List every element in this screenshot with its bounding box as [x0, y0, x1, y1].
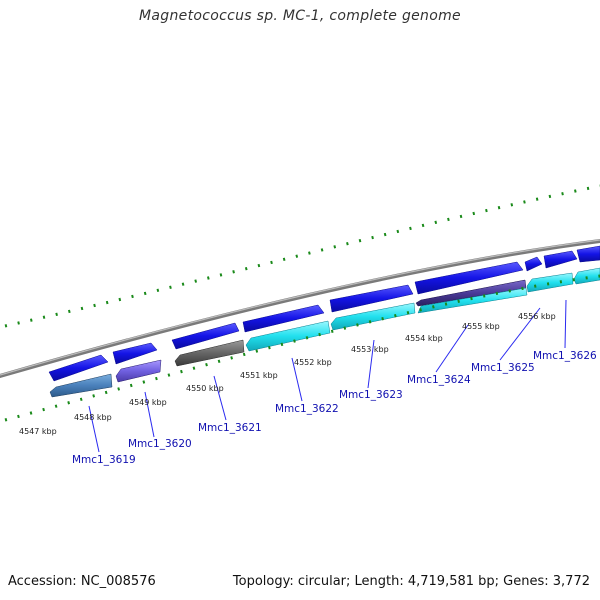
forward-gene-arrow[interactable]: [48, 354, 109, 382]
genome-backbone-highlight: [0, 239, 600, 376]
map-title: Magnetococcus sp. MC-1, complete genome: [139, 8, 461, 24]
kbp-label: 4550 kbp: [186, 384, 224, 393]
kbp-label: 4552 kbp: [294, 358, 332, 367]
gene-label-mmc1-3626[interactable]: Mmc1_3626: [533, 350, 597, 362]
forward-gene-arrow[interactable]: [414, 261, 524, 295]
reverse-gene-arrow[interactable]: [174, 339, 245, 367]
inner-tick-track: [4, 274, 600, 422]
kbp-label: 4555 kbp: [462, 322, 500, 331]
gene-label-mmc1-3619[interactable]: Mmc1_3619: [72, 454, 136, 466]
gene-label-mmc1-3623[interactable]: Mmc1_3623: [339, 389, 403, 401]
gene-labels: Mmc1_3619 Mmc1_3620 Mmc1_3621 Mmc1_3622 …: [72, 350, 597, 466]
forward-gene-arrow[interactable]: [329, 284, 414, 313]
kbp-label: 4554 kbp: [405, 334, 443, 343]
genome-backbone: [0, 239, 600, 378]
reverse-gene-arrow[interactable]: [526, 272, 574, 293]
forward-gene-arrow[interactable]: [543, 250, 578, 269]
forward-gene-arrow[interactable]: [576, 245, 600, 263]
kbp-labels: 4547 kbp 4548 kbp 4549 kbp 4550 kbp 4551…: [19, 312, 556, 436]
genome-summary-text: Topology: circular; Length: 4,719,581 bp…: [232, 574, 590, 589]
reverse-gene-arrow[interactable]: [330, 302, 416, 331]
reverse-gene-arrow[interactable]: [417, 287, 528, 314]
kbp-label: 4551 kbp: [240, 371, 278, 380]
kbp-label: 4547 kbp: [19, 427, 57, 436]
kbp-label: 4549 kbp: [129, 398, 167, 407]
forward-gene-arrow[interactable]: [171, 322, 240, 350]
gene-label-mmc1-3624[interactable]: Mmc1_3624: [407, 374, 471, 386]
kbp-label: 4556 kbp: [518, 312, 556, 321]
reverse-gene-arrow[interactable]: [573, 267, 600, 285]
reverse-gene-arrow[interactable]: [245, 320, 331, 352]
kbp-label: 4553 kbp: [351, 345, 389, 354]
gene-label-mmc1-3620[interactable]: Mmc1_3620: [128, 438, 192, 450]
gene-leader-lines: [88, 299, 567, 453]
accession-text: Accession: NC_008576: [8, 574, 156, 589]
reverse-gene-arrow[interactable]: [49, 373, 113, 398]
reverse-gene-arrow[interactable]: [115, 359, 162, 383]
forward-gene-arrow[interactable]: [242, 304, 325, 333]
gene-label-mmc1-3621[interactable]: Mmc1_3621: [198, 422, 262, 434]
forward-gene-arrow[interactable]: [524, 256, 543, 272]
forward-gene-arrow[interactable]: [112, 342, 158, 365]
kbp-label: 4548 kbp: [74, 413, 112, 422]
gene-label-mmc1-3625[interactable]: Mmc1_3625: [471, 362, 535, 374]
gene-label-mmc1-3622[interactable]: Mmc1_3622: [275, 403, 339, 415]
